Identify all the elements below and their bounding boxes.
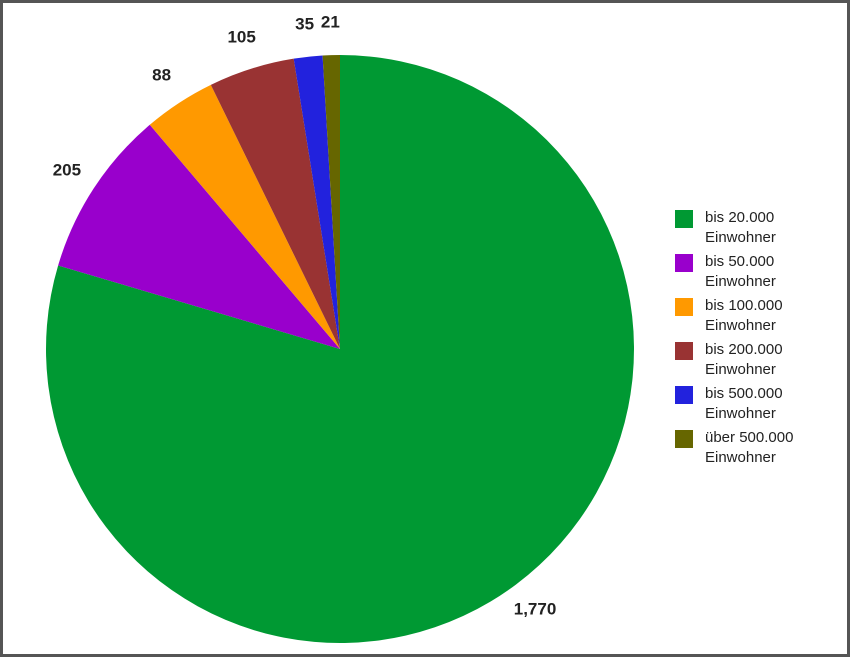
chart: 1,770 205 88 105 35 21 <box>45 13 634 644</box>
pie-slice <box>149 84 340 349</box>
data-label: 1,770 <box>514 600 557 619</box>
pie-slice <box>45 55 634 644</box>
data-label: 21 <box>321 13 340 32</box>
legend-swatch <box>675 386 693 404</box>
legend-swatch <box>675 430 693 448</box>
pie-slice <box>210 58 340 350</box>
legend-label: bis 20.000 Einwohner <box>705 209 776 246</box>
legend-swatch <box>675 342 693 360</box>
data-label: 35 <box>295 14 314 33</box>
data-label: 88 <box>152 66 171 85</box>
pie-slice <box>322 55 340 349</box>
data-label: 105 <box>227 28 255 47</box>
legend-label: bis 100.000 Einwohner <box>705 297 783 334</box>
legend-swatch <box>675 254 693 272</box>
data-label: 205 <box>53 160 81 179</box>
legend-label: über 500.000 Einwohner <box>705 429 794 466</box>
pie-slice <box>293 55 340 349</box>
legend-swatch <box>675 298 693 316</box>
pie-slice <box>58 124 340 349</box>
legend-label: bis 50.000 Einwohner <box>705 253 776 290</box>
legend-label: bis 500.000 Einwohner <box>705 385 783 422</box>
legend-label: bis 200.000 Einwohner <box>705 341 783 378</box>
legend-swatch <box>675 210 693 228</box>
